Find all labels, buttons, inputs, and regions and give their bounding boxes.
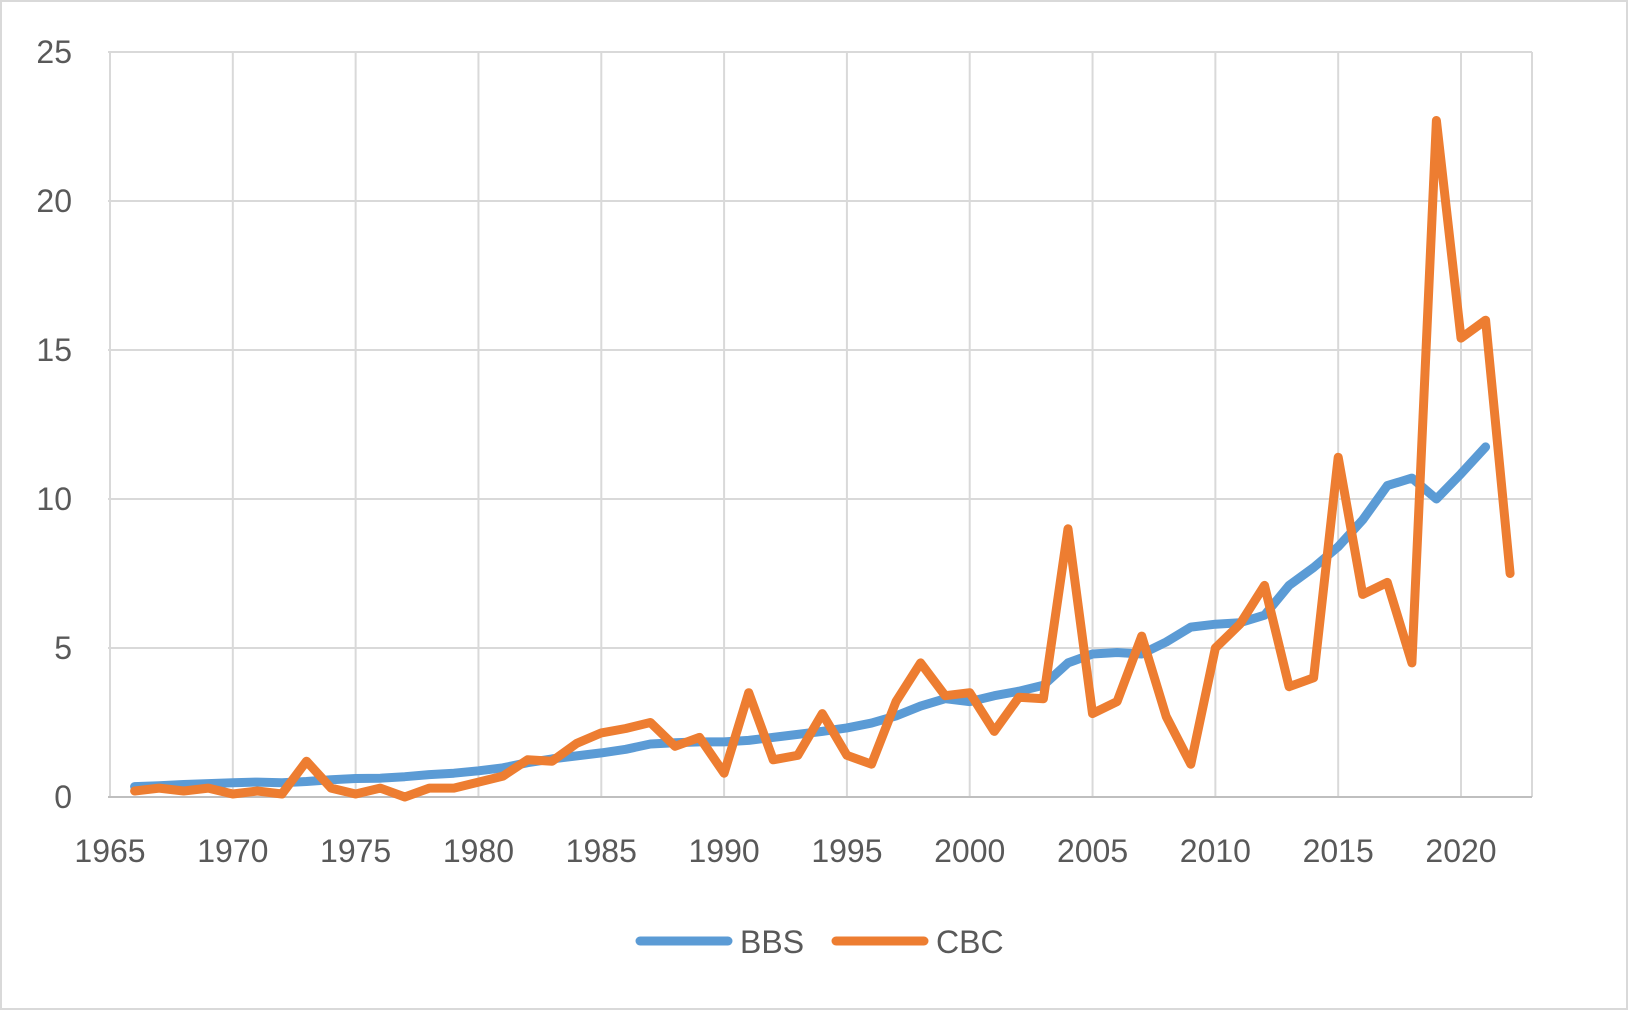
y-tick-label: 15 <box>36 332 72 368</box>
gridlines <box>108 51 1533 797</box>
y-tick-label: 10 <box>36 481 72 517</box>
x-tick-label: 1990 <box>688 833 759 869</box>
y-tick-label: 0 <box>54 779 72 815</box>
x-tick-label: 1970 <box>197 833 268 869</box>
axes: 0 5 10 15 20 25 1965 1970 1975 1980 1985 1990 1995 20… <box>36 34 1532 869</box>
legend-label-cbc: CBC <box>936 924 1004 960</box>
x-tick-label: 1985 <box>566 833 637 869</box>
series-line-cbc <box>130 116 1515 802</box>
x-tick-label: 2015 <box>1303 833 1374 869</box>
x-tick-label: 1975 <box>320 833 391 869</box>
x-tick-label: 1995 <box>811 833 882 869</box>
x-tick-label: 1980 <box>443 833 514 869</box>
x-tick-label: 2020 <box>1425 833 1496 869</box>
x-tick-label: 1965 <box>74 833 145 869</box>
y-tick-label: 25 <box>36 34 72 70</box>
x-tick-label: 2005 <box>1057 833 1128 869</box>
x-tick-label: 2000 <box>934 833 1005 869</box>
legend: BBS CBC <box>635 924 1004 960</box>
series-lines <box>130 116 1515 802</box>
y-tick-label: 5 <box>54 630 72 666</box>
legend-label-bbs: BBS <box>740 924 804 960</box>
x-tick-label: 2010 <box>1180 833 1251 869</box>
y-tick-label: 20 <box>36 183 72 219</box>
